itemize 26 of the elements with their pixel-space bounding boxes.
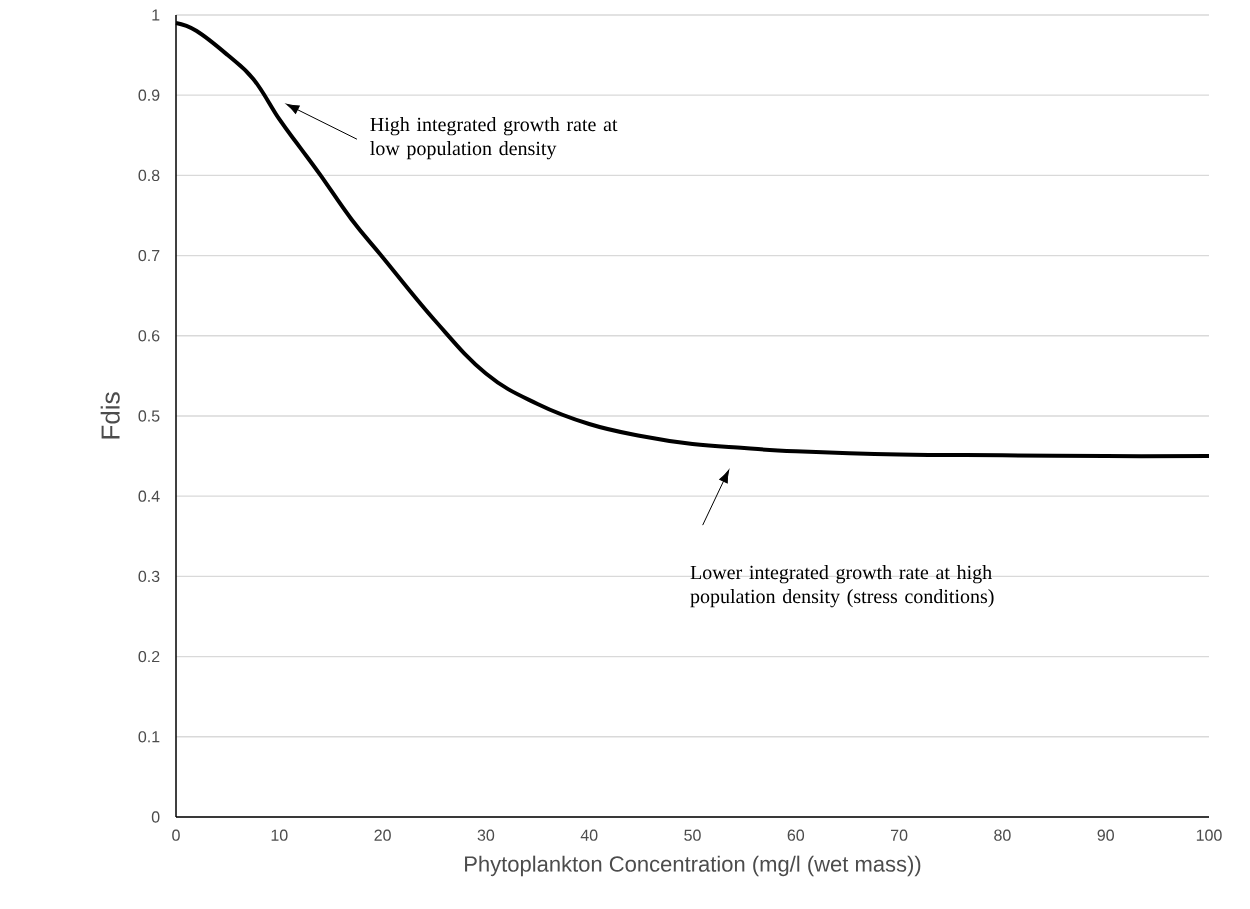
y-axis-title: Fdis <box>100 392 120 439</box>
y-tick-label: 0.5 <box>138 410 160 422</box>
y-tick-label: 0.6 <box>138 330 160 342</box>
x-tick-label: 80 <box>994 829 1011 841</box>
x-tick-label: 30 <box>477 829 495 841</box>
x-axis-title: Phytoplankton Concentration (mg/l (wet mass)) <box>465 855 921 877</box>
y-tick-label: 1 <box>152 9 160 21</box>
y-tick-label: 0 <box>151 811 160 823</box>
y-tick-label: 0.7 <box>138 249 160 262</box>
y-tick-label: 0.1 <box>138 731 160 743</box>
y-tick-label: 0.9 <box>138 89 160 101</box>
x-tick-label: 60 <box>787 829 805 841</box>
x-tick-label: 50 <box>684 829 701 841</box>
x-tick-label: 100 <box>1196 829 1222 841</box>
x-tick-label: 90 <box>1097 829 1114 841</box>
x-tick-label: 70 <box>891 829 908 841</box>
x-tick-label: 0 <box>172 829 180 841</box>
x-tick-label: 10 <box>271 829 288 841</box>
y-tick-label: 0.2 <box>138 650 160 663</box>
x-tick-label: 40 <box>580 829 598 841</box>
annotation: Lower integrated growth rate at high population density (stress conditions) <box>690 565 994 608</box>
x-tick-label: 20 <box>374 829 391 841</box>
annotation: High integrated growth rate at low population density <box>370 117 618 160</box>
y-tick-label: 0.4 <box>138 490 160 502</box>
y-tick-label: 0.8 <box>138 169 160 182</box>
y-tick-label: 0.3 <box>138 570 160 583</box>
